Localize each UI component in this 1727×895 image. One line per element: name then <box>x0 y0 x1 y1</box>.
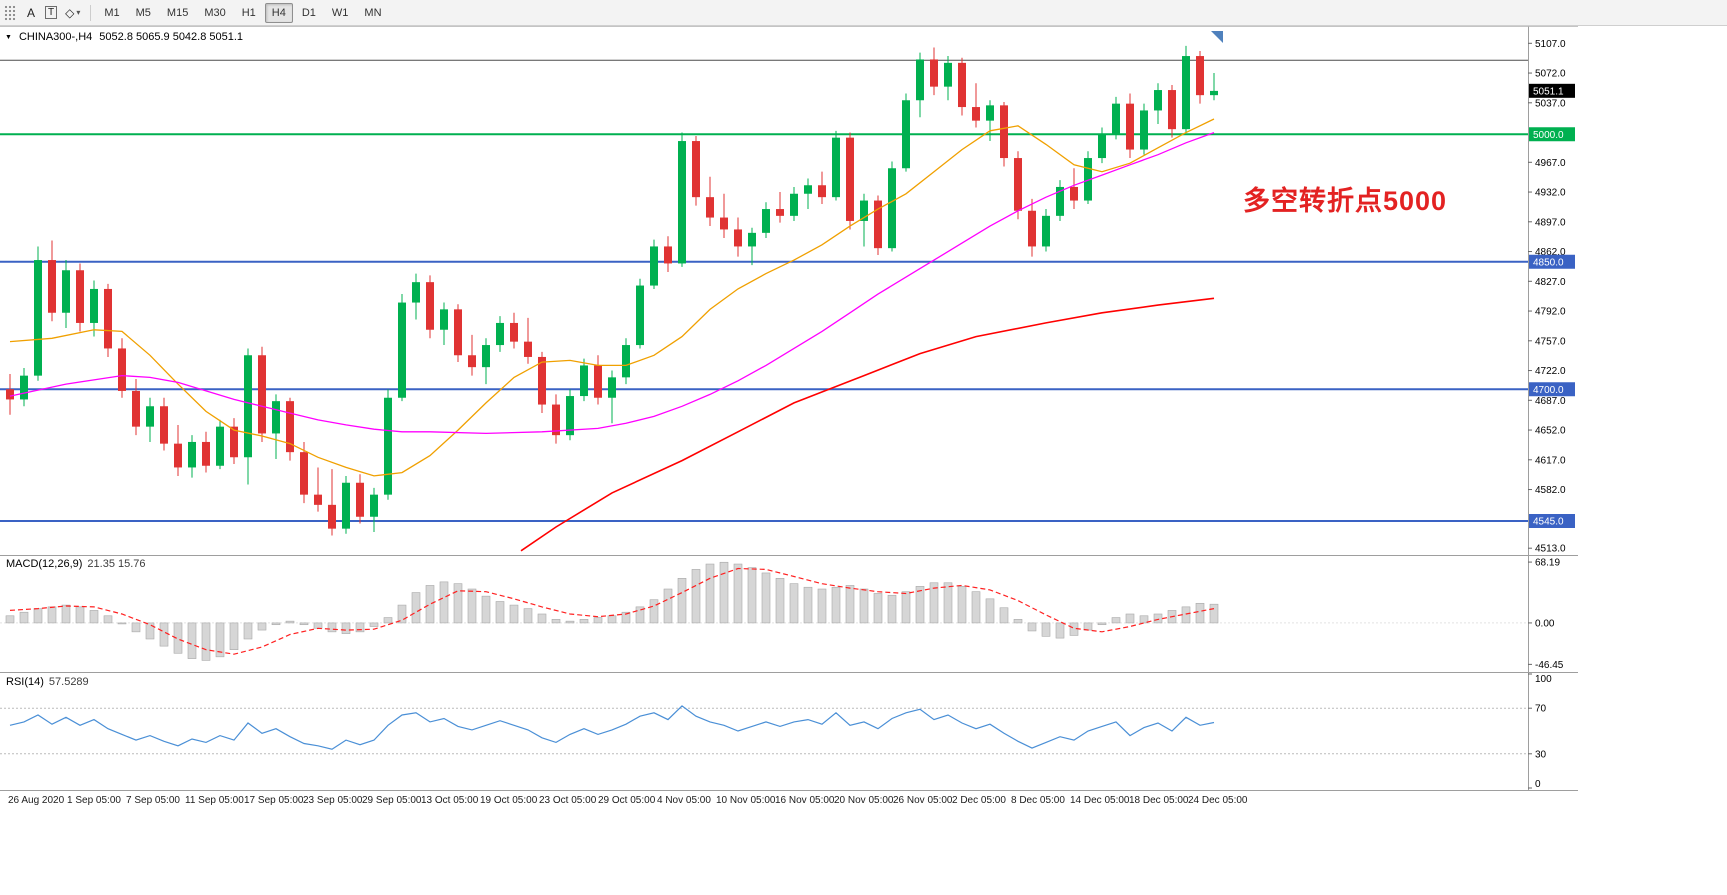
svg-text:4700.0: 4700.0 <box>1533 385 1564 396</box>
time-label: 4 Nov 05:00 <box>657 795 711 806</box>
svg-text:68.19: 68.19 <box>1535 558 1560 569</box>
timeframe-w1-button[interactable]: W1 <box>325 3 356 23</box>
toolbar-drag-handle-icon[interactable] <box>4 4 16 21</box>
time-label: 26 Nov 05:00 <box>893 795 953 806</box>
svg-text:4582.0: 4582.0 <box>1535 485 1566 496</box>
caret-down-icon: ▾ <box>76 8 81 17</box>
chart-shift-marker-icon[interactable] <box>1211 31 1223 43</box>
shapes-icon: ◇ <box>65 5 75 20</box>
time-label: 29 Oct 05:00 <box>598 795 656 806</box>
svg-text:4862.0: 4862.0 <box>1535 247 1566 258</box>
svg-text:5037.0: 5037.0 <box>1535 98 1566 109</box>
time-label: 19 Oct 05:00 <box>480 795 538 806</box>
ma-slow-line <box>520 297 1215 552</box>
symbol-name: CHINA300-,H4 <box>18 31 93 43</box>
time-axis[interactable]: 26 Aug 2020 1 Sep 05:00 7 Sep 05:00 11 Sep … <box>0 791 1578 812</box>
price-axis-labels[interactable]: 5107.0 5072.0 5037.0 4967.0 4932.0 4897.0 4862… <box>1528 39 1575 555</box>
symbol-collapse-icon[interactable]: ▼ <box>5 33 12 41</box>
svg-text:70: 70 <box>1535 704 1547 715</box>
text-tool-icon: T <box>45 6 58 19</box>
timeframe-h4-button[interactable]: H4 <box>264 2 293 23</box>
svg-text:5051.1: 5051.1 <box>1533 86 1564 97</box>
time-label: 7 Sep 05:00 <box>126 795 180 806</box>
svg-text:5000.0: 5000.0 <box>1533 130 1564 141</box>
time-label: 16 Nov 05:00 <box>775 795 835 806</box>
svg-text:4757.0: 4757.0 <box>1535 336 1566 347</box>
timeframe-h1-button[interactable]: H1 <box>235 3 263 23</box>
time-label: 2 Dec 05:00 <box>952 795 1006 806</box>
time-label: 18 Dec 05:00 <box>1129 795 1189 806</box>
timeframe-toolbar: M1 M5 M15 M30 H1 H4 D1 W1 MN <box>97 2 390 23</box>
rsi-panel: 100 70 30 0 <box>0 673 1552 790</box>
text-tool-button[interactable]: T <box>41 3 61 23</box>
svg-text:0: 0 <box>1535 779 1541 790</box>
svg-text:5072.0: 5072.0 <box>1535 69 1566 80</box>
ohlc-values: 5052.8 5065.9 5042.8 5051.1 <box>99 31 244 43</box>
svg-text:4932.0: 4932.0 <box>1535 188 1566 199</box>
timeframe-m5-button[interactable]: M5 <box>129 3 158 23</box>
time-label: 26 Aug 2020 <box>8 795 65 806</box>
cursor-tool-button[interactable]: A <box>21 3 41 23</box>
svg-text:4897.0: 4897.0 <box>1535 217 1566 228</box>
time-label: 23 Oct 05:00 <box>539 795 597 806</box>
ma-fast-line <box>9 118 1215 477</box>
time-label: 10 Nov 05:00 <box>716 795 776 806</box>
top-toolbar: A T ◇ ▾ M1 M5 M15 M30 H1 H4 D1 W1 MN <box>0 0 1727 26</box>
rsi-indicator-label: RSI(14) 57.5289 <box>6 676 89 688</box>
time-label: 17 Sep 05:00 <box>244 795 304 806</box>
svg-text:4617.0: 4617.0 <box>1535 455 1566 466</box>
ma-mid-line <box>9 131 1215 435</box>
svg-text:100: 100 <box>1535 674 1552 685</box>
macd-panel: 68.19 0.00 -46.45 <box>0 558 1564 671</box>
svg-text:4967.0: 4967.0 <box>1535 158 1566 169</box>
time-label: 20 Nov 05:00 <box>834 795 894 806</box>
horizontal-level-lines[interactable] <box>0 59 1528 522</box>
timeframe-m1-button[interactable]: M1 <box>97 3 126 23</box>
svg-text:4687.0: 4687.0 <box>1535 396 1566 407</box>
rsi-name: RSI(14) <box>6 676 44 688</box>
rsi-value: 57.5289 <box>48 676 89 688</box>
svg-text:4652.0: 4652.0 <box>1535 426 1566 437</box>
svg-text:4792.0: 4792.0 <box>1535 307 1566 318</box>
timeframe-mn-button[interactable]: MN <box>357 3 388 23</box>
candles-layer <box>6 45 1218 536</box>
rsi-line <box>9 705 1215 750</box>
toolbar-separator <box>90 4 92 21</box>
svg-text:4850.0: 4850.0 <box>1533 257 1564 268</box>
svg-text:30: 30 <box>1535 749 1547 760</box>
macd-signal-line <box>9 567 1215 655</box>
svg-text:4513.0: 4513.0 <box>1535 544 1566 555</box>
timeframe-d1-button[interactable]: D1 <box>295 3 323 23</box>
timeframe-m15-button[interactable]: M15 <box>160 3 195 23</box>
svg-text:4722.0: 4722.0 <box>1535 366 1566 377</box>
svg-text:4827.0: 4827.0 <box>1535 277 1566 288</box>
chart-canvas[interactable]: 5107.0 5072.0 5037.0 4967.0 4932.0 4897.0 4862… <box>0 0 1578 812</box>
time-label: 8 Dec 05:00 <box>1011 795 1065 806</box>
svg-text:4545.0: 4545.0 <box>1533 517 1564 528</box>
time-label: 23 Sep 05:00 <box>303 795 363 806</box>
time-label: 11 Sep 05:00 <box>185 795 244 806</box>
svg-text:-46.45: -46.45 <box>1535 660 1564 671</box>
time-label: 13 Oct 05:00 <box>421 795 479 806</box>
timeframe-m30-button[interactable]: M30 <box>197 3 232 23</box>
symbol-info: ▼ CHINA300-,H4 5052.8 5065.9 5042.8 5051… <box>5 31 243 43</box>
svg-text:5107.0: 5107.0 <box>1535 39 1566 50</box>
time-label: 14 Dec 05:00 <box>1070 795 1130 806</box>
time-label: 1 Sep 05:00 <box>67 795 121 806</box>
chart-annotation-text[interactable]: 多空转折点5000 <box>1243 186 1448 216</box>
time-label: 24 Dec 05:00 <box>1188 795 1248 806</box>
time-label: 29 Sep 05:00 <box>362 795 422 806</box>
macd-values: 21.35 15.76 <box>87 558 146 570</box>
shapes-tool-button[interactable]: ◇ ▾ <box>61 3 84 23</box>
macd-name: MACD(12,26,9) <box>6 558 83 570</box>
svg-text:0.00: 0.00 <box>1535 618 1555 629</box>
macd-indicator-label: MACD(12,26,9) 21.35 15.76 <box>6 558 146 570</box>
